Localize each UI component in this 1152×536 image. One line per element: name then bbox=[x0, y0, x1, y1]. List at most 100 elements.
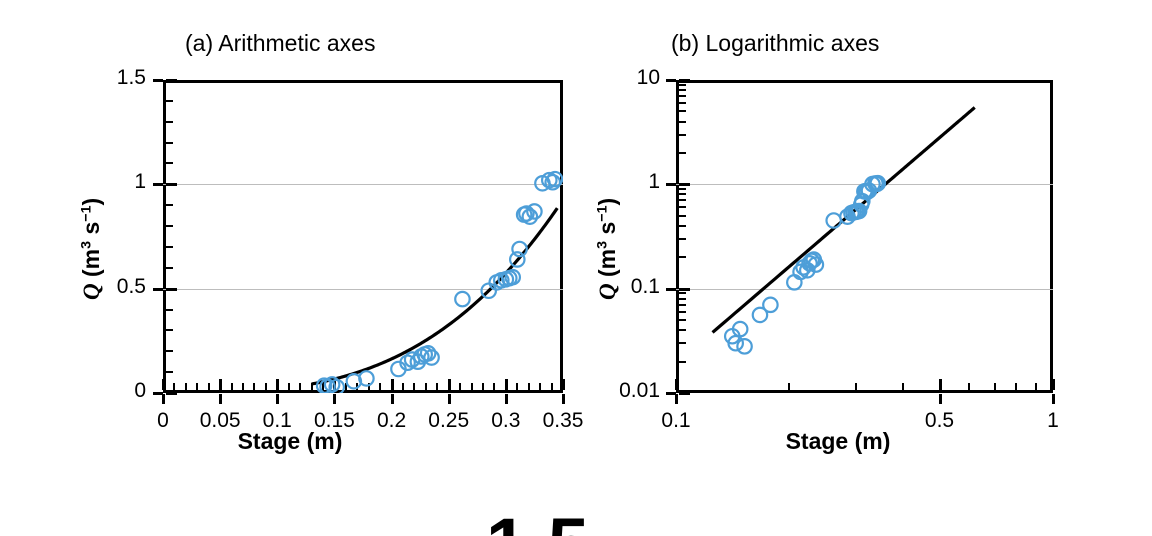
panel-a-x-tick-minor bbox=[470, 383, 473, 390]
panel-a-x-tick-minor bbox=[287, 383, 290, 390]
panel-a-data-point bbox=[328, 378, 346, 393]
panel-a-data-point bbox=[518, 205, 535, 222]
panel-a-y-tick-minor bbox=[166, 120, 173, 123]
panel-b-x-tick-minor bbox=[1034, 383, 1037, 390]
panel-a-y-tick-stub bbox=[153, 183, 163, 187]
panel-b-y-tick-minor bbox=[679, 319, 686, 322]
panel-a-y-tick-minor bbox=[166, 329, 173, 332]
panel-b-x-tick-minor bbox=[788, 383, 791, 390]
panel-a-y-tick-minor bbox=[166, 266, 173, 269]
panel-b-y-tick-minor bbox=[679, 297, 686, 300]
panel-a-x-tick-minor bbox=[173, 383, 176, 390]
panel-b-y-tick-label: 10 bbox=[636, 66, 660, 89]
panel-a-x-tick-label: 0.25 bbox=[428, 409, 470, 432]
panel-b-y-tick-minor bbox=[679, 329, 686, 332]
panel-a-x-tick-minor bbox=[322, 383, 324, 390]
panel-a-x-tick-minor bbox=[344, 383, 347, 390]
panel-a-x-tick-label: 0.1 bbox=[262, 409, 292, 432]
panel-a-y-tick-major bbox=[166, 79, 177, 82]
panel-b-y-tick-major bbox=[679, 183, 690, 187]
panel-b-data-point bbox=[731, 320, 749, 338]
panel-a-x-tick-label: 0.2 bbox=[376, 409, 407, 432]
panel-b-y-tick-minor bbox=[679, 120, 686, 123]
panel-b-data-point bbox=[869, 174, 887, 192]
panel-a-x-tick-major bbox=[276, 379, 280, 390]
panel-b-x-tick-label: 0.1 bbox=[661, 409, 691, 432]
panel-b-y-tick-label: 1 bbox=[648, 170, 660, 194]
panel-a-y-tick-major bbox=[166, 392, 177, 395]
panel-a-y-tick-minor bbox=[166, 162, 173, 165]
panel-a-x-tick-minor bbox=[516, 383, 519, 390]
panel-b-plot-content bbox=[711, 106, 976, 355]
panel-b-y-tick-label: 0.1 bbox=[630, 274, 660, 298]
panel-b-x-axis-title: Stage (m) bbox=[785, 428, 891, 454]
panel-a-x-tick-minor bbox=[493, 383, 496, 390]
panel-a-title: (a) Arithmetic axes bbox=[185, 30, 376, 56]
panel-a-x-tick-stub bbox=[562, 394, 565, 404]
caption-fragment: 1.5 bbox=[486, 502, 606, 536]
panel-b-data-layer bbox=[711, 106, 976, 355]
panel-a-y-tick-major bbox=[166, 287, 177, 291]
panel-a-x-tick-minor bbox=[230, 383, 233, 390]
panel-a-gridline bbox=[163, 288, 563, 290]
panel-b-x-tick-minor bbox=[968, 383, 971, 390]
panel-b-y-tick-minor bbox=[679, 206, 686, 209]
panel-b-y-tick-minor bbox=[679, 133, 686, 136]
panel-a-x-tick-major bbox=[562, 379, 565, 390]
panel-a-y-tick-stub bbox=[153, 392, 163, 395]
panel-b-x-tick-major bbox=[938, 379, 942, 390]
panel-b-y-tick-minor bbox=[679, 310, 686, 313]
panel-a-x-tick-major bbox=[504, 379, 508, 390]
panel-a-x-tick-minor bbox=[310, 383, 313, 390]
panel-a-x-tick-minor bbox=[242, 383, 244, 390]
panel-a-x-tick-label: 0.05 bbox=[199, 409, 241, 432]
panel-a-x-tick-minor bbox=[299, 383, 302, 390]
panel-b-y-tick-stub bbox=[666, 392, 676, 395]
panel-a-data-point bbox=[511, 240, 528, 258]
panel-arithmetic-axes: (a) Arithmetic axes Q (m3 s−1) Stage (m)… bbox=[0, 0, 583, 480]
panel-a-y-tick-label: 0 bbox=[134, 379, 146, 402]
panel-a-x-tick-minor bbox=[539, 383, 542, 390]
panel-b-data-point bbox=[751, 306, 769, 324]
panel-b-y-tick-major bbox=[679, 79, 690, 82]
panel-a-y-tick-minor bbox=[166, 308, 173, 311]
panel-b-y-tick-minor bbox=[679, 199, 686, 202]
panel-a-plot-content bbox=[311, 170, 563, 393]
panel-a-x-tick-stub bbox=[390, 394, 394, 404]
panel-b-y-tick-minor bbox=[679, 83, 686, 86]
panel-b-y-tick-minor bbox=[679, 110, 686, 113]
panel-a-y-tick-stub bbox=[153, 287, 163, 291]
panel-a-x-tick-minor bbox=[527, 383, 530, 390]
panel-b-y-tick-minor bbox=[679, 95, 686, 98]
panel-b-y-tick-minor bbox=[679, 342, 686, 345]
panel-b-y-tick-minor bbox=[679, 360, 686, 363]
panel-a-y-tick-minor bbox=[166, 141, 173, 144]
panel-b-x-tick-major bbox=[1052, 379, 1055, 390]
panel-b-x-tick-minor bbox=[854, 383, 857, 390]
panel-b-data-point bbox=[736, 338, 753, 355]
panel-a-y-tick-minor bbox=[166, 99, 173, 102]
panel-a-x-tick-label: 0.15 bbox=[313, 409, 355, 432]
panel-a-x-tick-minor bbox=[482, 383, 484, 390]
panel-b-x-tick-label: 1 bbox=[1047, 409, 1059, 432]
panel-a-x-tick-minor bbox=[550, 383, 553, 390]
panel-a-gridline bbox=[163, 184, 563, 186]
panel-b-data-point bbox=[825, 212, 843, 229]
panel-a-x-tick-stub bbox=[504, 394, 508, 404]
panel-b-y-tick-minor bbox=[679, 256, 686, 259]
panel-a-y-tick-label: 1.5 bbox=[116, 66, 146, 89]
panel-b-x-tick-stub bbox=[1052, 394, 1055, 404]
panel-a-x-tick-major bbox=[219, 379, 223, 390]
panel-b-x-tick-minor bbox=[901, 383, 904, 390]
panel-a-x-tick-stub bbox=[276, 394, 280, 404]
panel-a-x-tick-label: 0.35 bbox=[542, 409, 584, 432]
panel-b-x-tick-stub bbox=[938, 394, 942, 404]
panel-b-x-tick-minor bbox=[993, 383, 996, 390]
panel-b-y-tick-label: 0.01 bbox=[619, 379, 660, 402]
panel-b-y-tick-stub bbox=[666, 183, 676, 187]
panel-b-y-tick-minor bbox=[679, 102, 686, 105]
panel-a-y-tick-minor bbox=[166, 350, 173, 353]
panel-b-x-tick-minor bbox=[1015, 383, 1018, 390]
panel-a-x-tick-minor bbox=[459, 383, 462, 390]
panel-a-data-point bbox=[508, 251, 526, 268]
